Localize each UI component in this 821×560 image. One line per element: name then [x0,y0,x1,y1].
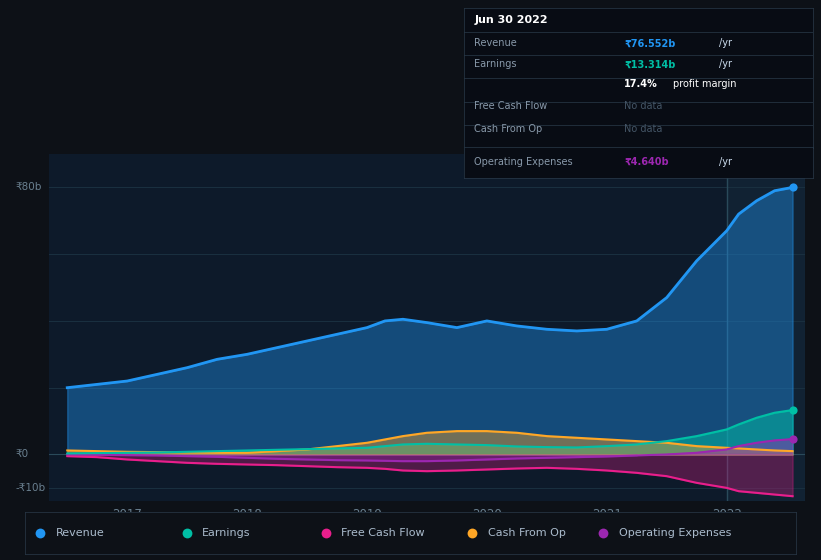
Text: profit margin: profit margin [673,79,736,89]
Text: Earnings: Earnings [202,529,250,538]
Point [786,183,799,192]
Text: Earnings: Earnings [475,59,517,69]
Text: Free Cash Flow: Free Cash Flow [475,101,548,111]
Point [34,529,47,538]
Text: Cash From Op: Cash From Op [488,529,566,538]
Text: ₹76.552b: ₹76.552b [624,39,676,48]
Text: -₹10b: -₹10b [16,483,45,493]
Text: /yr: /yr [718,59,732,69]
Text: Operating Expenses: Operating Expenses [475,157,573,167]
Text: ₹13.314b: ₹13.314b [624,59,676,69]
Text: 17.4%: 17.4% [624,79,658,89]
Text: Revenue: Revenue [56,529,104,538]
Text: ₹0: ₹0 [16,450,29,459]
Point [319,529,333,538]
Text: ₹4.640b: ₹4.640b [624,157,669,167]
Text: Free Cash Flow: Free Cash Flow [341,529,424,538]
Text: No data: No data [624,101,663,111]
Text: ₹80b: ₹80b [16,183,42,193]
Text: Cash From Op: Cash From Op [475,124,543,134]
Bar [727,154,805,501]
Text: /yr: /yr [718,39,732,48]
Text: No data: No data [624,124,663,134]
Point [466,529,479,538]
Text: Jun 30 2022: Jun 30 2022 [475,15,548,25]
Text: Revenue: Revenue [475,39,517,48]
Point [786,435,799,444]
Text: /yr: /yr [718,157,732,167]
Point [597,529,610,538]
Point [180,529,193,538]
Text: Operating Expenses: Operating Expenses [619,529,732,538]
Point [786,405,799,414]
